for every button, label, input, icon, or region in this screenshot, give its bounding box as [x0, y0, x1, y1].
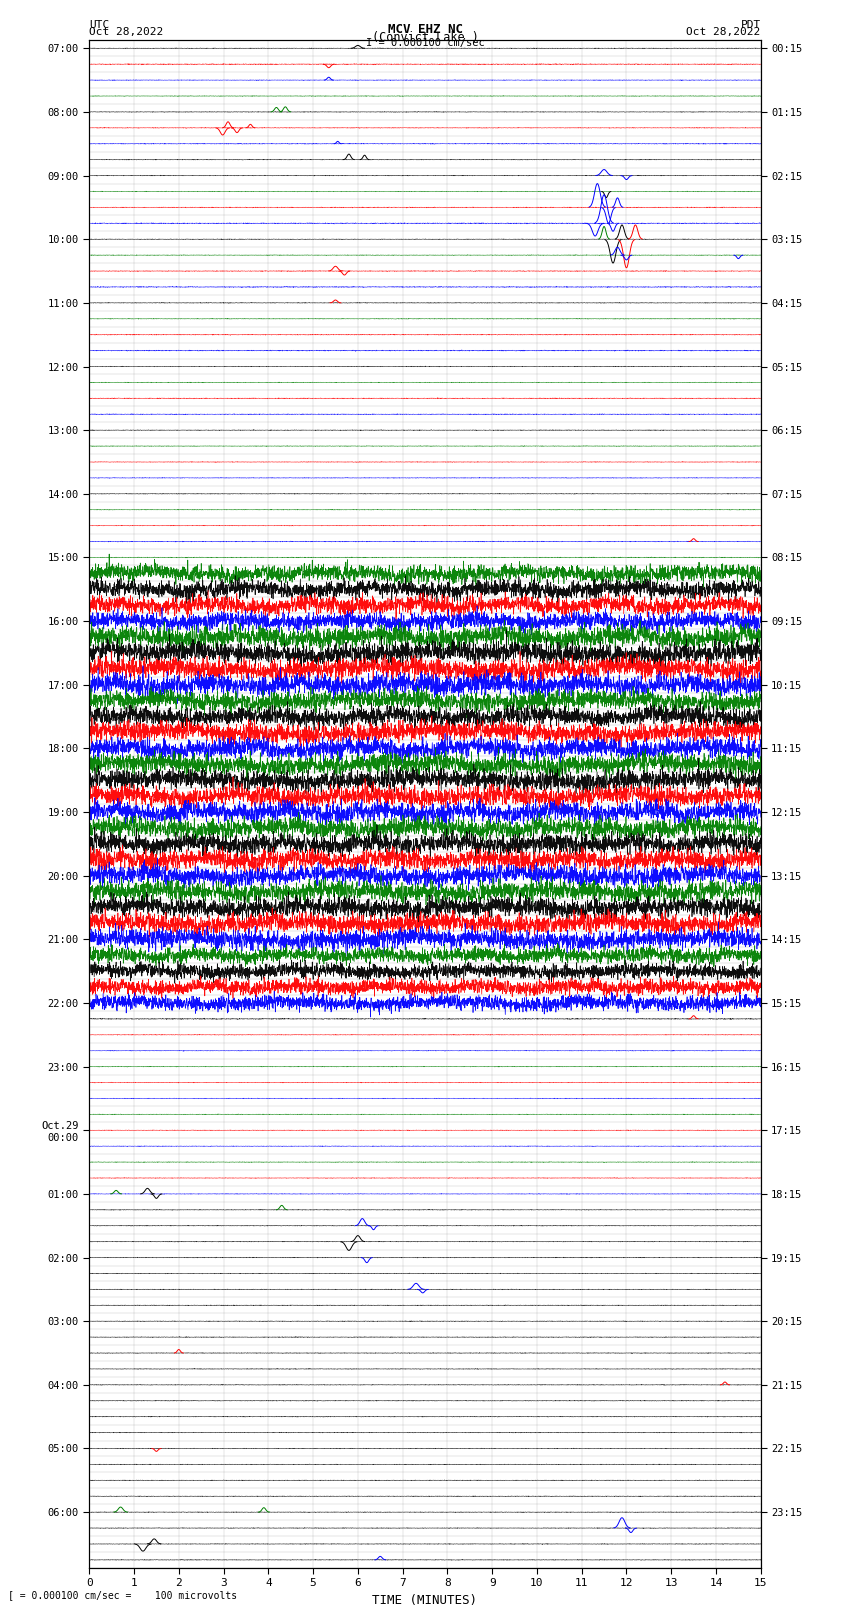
Text: I = 0.000100 cm/sec: I = 0.000100 cm/sec [366, 37, 484, 48]
Text: (Convict Lake ): (Convict Lake ) [371, 31, 479, 44]
X-axis label: TIME (MINUTES): TIME (MINUTES) [372, 1594, 478, 1607]
Text: UTC: UTC [89, 19, 110, 31]
Text: PDT: PDT [740, 19, 761, 31]
Text: Oct 28,2022: Oct 28,2022 [687, 27, 761, 37]
Text: MCV EHZ NC: MCV EHZ NC [388, 24, 462, 37]
Text: Oct 28,2022: Oct 28,2022 [89, 27, 163, 37]
Text: [ = 0.000100 cm/sec =    100 microvolts: [ = 0.000100 cm/sec = 100 microvolts [8, 1590, 238, 1600]
